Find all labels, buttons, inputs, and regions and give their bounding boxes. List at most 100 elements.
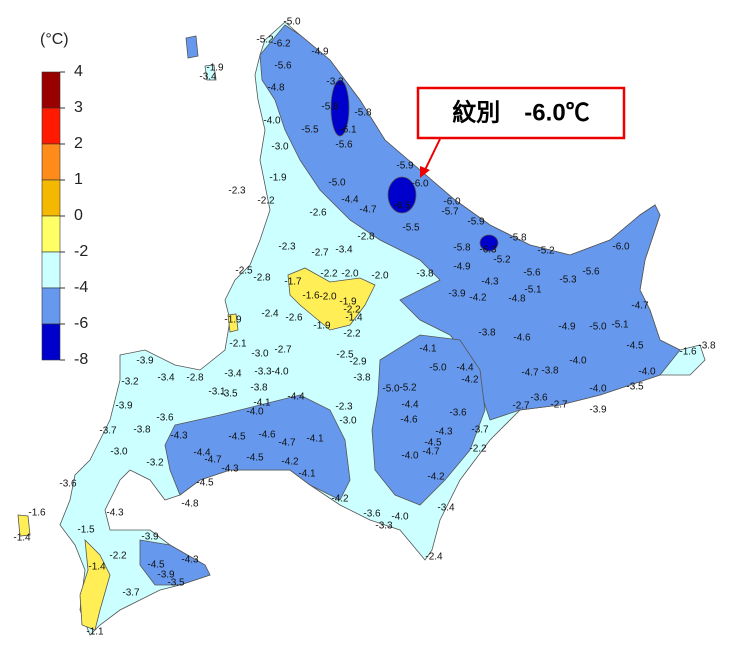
station-temperature: -4.7 [278, 438, 296, 449]
station-temperature: -2.2 [320, 269, 338, 280]
cold-zone [139, 539, 211, 586]
station-temperature: -4.6 [258, 430, 276, 441]
station-temperature: -4.2 [331, 494, 349, 505]
station-temperature: -4.9 [453, 262, 471, 273]
station-temperature: -2.8 [253, 273, 271, 284]
station-temperature: -3.0 [251, 349, 269, 360]
station-temperature: -4.5 [424, 438, 442, 449]
callout-box [416, 86, 626, 140]
station-temperature: -3.4 [335, 245, 353, 256]
callout-arrow [423, 138, 441, 173]
cold-zone [164, 394, 351, 501]
station-temperature: -5.0 [283, 17, 301, 28]
legend-tick-label: 0 [74, 207, 83, 224]
station-temperature: -3.4 [199, 72, 217, 83]
station-temperature: -3.8 [133, 425, 151, 436]
station-temperature: -3.3 [254, 367, 272, 378]
station-temperature: -4.7 [359, 205, 377, 216]
legend-tick-label: 1 [74, 171, 83, 188]
legend-swatch [41, 251, 61, 289]
callout-text: 紋別 -6.0℃ [452, 98, 589, 126]
station-temperature: -3.4 [224, 369, 242, 380]
station-temperature: -4.9 [558, 322, 576, 333]
station-temperature: -2.3 [228, 186, 246, 197]
station-temperature: -2.0 [341, 269, 359, 280]
station-temperature: -4.1 [419, 344, 437, 355]
station-temperature: -3.5 [220, 389, 238, 400]
station-temperature: -4.5 [626, 341, 644, 352]
station-temperature: -6.3 [479, 245, 497, 256]
station-temperature: -2.3 [335, 402, 353, 413]
station-temperature: -4.9 [311, 47, 329, 58]
legend-tick-label: 2 [74, 135, 83, 152]
station-temperature: -4.8 [181, 499, 199, 510]
station-temperature: -2.2 [343, 329, 361, 340]
station-temperature: -2.7 [274, 345, 292, 356]
very-cold-zone [479, 234, 499, 252]
station-temperature: -3.8 [416, 269, 434, 280]
station-temperature: -4.3 [481, 277, 499, 288]
station-temperature: -3.8 [478, 328, 496, 339]
station-temperature: -3.9 [136, 356, 154, 367]
station-temperature: -1.4 [345, 313, 363, 324]
legend-tick-label: -2 [74, 243, 88, 260]
station-temperature: -3.2 [121, 377, 139, 388]
station-temperature: -1.7 [284, 277, 302, 288]
station-temperature: -3.2 [146, 458, 164, 469]
station-temperature: -2.5 [235, 266, 253, 277]
station-temperature: -4.7 [422, 447, 440, 458]
station-temperature: -3.6 [363, 509, 381, 520]
very-cold-zone [387, 176, 417, 214]
station-temperature: -4.2 [281, 457, 299, 468]
mild-zone [79, 538, 111, 631]
station-temperature: -3.9 [141, 532, 159, 543]
station-temperature: -4.1 [253, 398, 271, 409]
station-temperature: -1.9 [339, 297, 357, 308]
station-temperature: -1.4 [13, 533, 31, 544]
legend-unit: (°C) [40, 31, 69, 48]
station-temperature: -3.4 [157, 373, 175, 384]
station-temperature: -5.8 [354, 108, 372, 119]
station-temperature: -2.4 [261, 309, 279, 320]
station-temperature: -5.0 [589, 322, 607, 333]
legend-tick-label: -6 [74, 315, 88, 332]
legend-swatch [41, 71, 61, 109]
station-temperature: -4.0 [589, 384, 607, 395]
station-temperature: -5.8 [321, 102, 339, 113]
station-temperature: -4.6 [513, 333, 531, 344]
station-temperature: -3.0 [110, 447, 128, 458]
station-temperature: -3.6 [449, 408, 467, 419]
station-temperature: -2.2 [109, 551, 127, 562]
station-temperature: -5.6 [582, 267, 600, 278]
mild-zone [227, 313, 239, 333]
station-temperature: -4.4 [287, 392, 305, 403]
station-temperature: -6.0 [612, 242, 630, 253]
cold-zone [259, 24, 681, 421]
callout: 紋別 -6.0℃ [416, 86, 626, 178]
very-cold-zone [330, 79, 350, 137]
station-temperature: -3.2 [326, 77, 344, 88]
station-temperature: -3.3 [375, 521, 393, 532]
legend-tick-label: 4 [74, 63, 83, 80]
legend-swatch [41, 215, 61, 253]
station-temperature: -3.6 [59, 479, 77, 490]
callout-arrowhead [420, 166, 430, 178]
station-temperature: -4.8 [508, 294, 526, 305]
station-temperature: -2.7 [512, 401, 530, 412]
station-temperature: -5.9 [396, 161, 414, 172]
station-temperature: -3.8 [698, 341, 716, 352]
station-temperature: -4.0 [271, 367, 289, 378]
station-temperature: -2.6 [309, 208, 327, 219]
station-temperature: -1.5 [77, 525, 95, 536]
station-temperature: -5.5 [402, 223, 420, 234]
okushiri [17, 514, 31, 537]
station-temperature: -4.0 [569, 356, 587, 367]
station-temperature: -1.1 [86, 627, 104, 638]
station-temperature: -3.1 [208, 387, 226, 398]
station-temperature: -4.0 [263, 116, 281, 127]
station-temperature: -1.6 [28, 508, 46, 519]
station-temperature: -4.4 [193, 448, 211, 459]
station-temperature: -2.8 [186, 373, 204, 384]
station-temperature: -5.1 [611, 320, 629, 331]
station-temperature: -4.7 [204, 455, 222, 466]
